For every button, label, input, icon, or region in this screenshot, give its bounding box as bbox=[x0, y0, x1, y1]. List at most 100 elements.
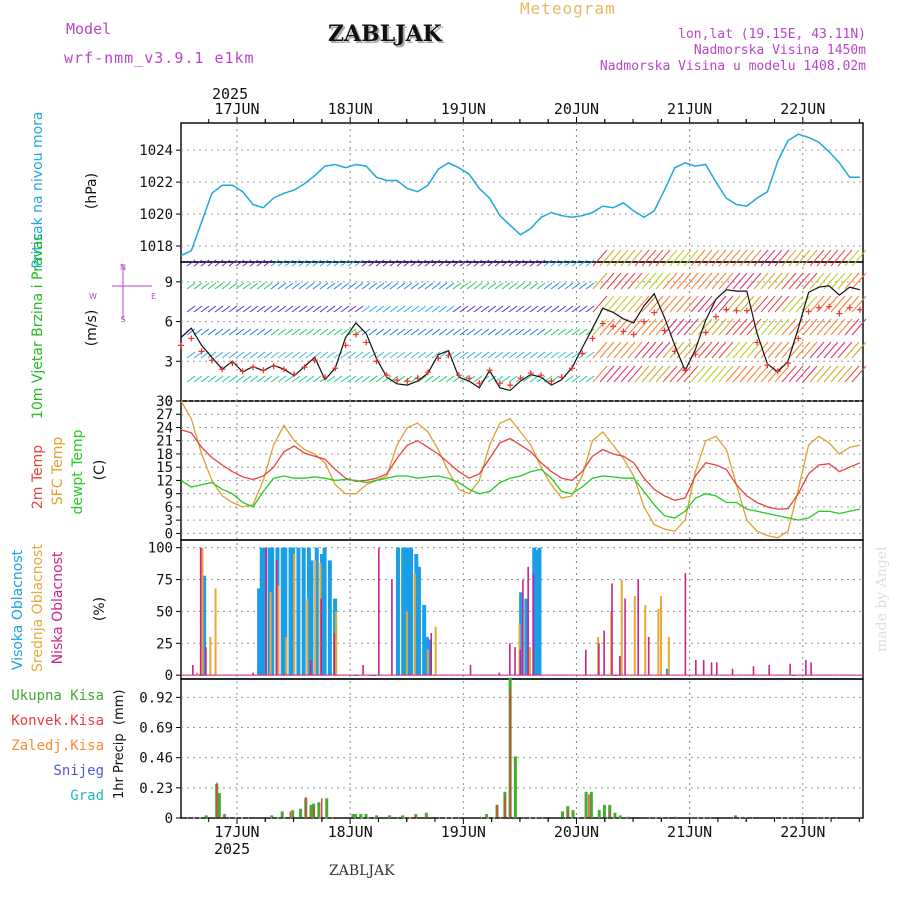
wind-barb bbox=[417, 328, 427, 336]
wind-barb bbox=[452, 282, 462, 290]
total-rain-bar bbox=[571, 810, 575, 818]
wind-barb bbox=[263, 351, 273, 359]
wind-barb bbox=[851, 249, 867, 267]
gust-marker bbox=[712, 313, 719, 320]
wind-barb bbox=[438, 375, 448, 383]
low-cloud-bar bbox=[265, 547, 267, 676]
gust-marker bbox=[682, 367, 689, 374]
wind-barb bbox=[207, 328, 217, 336]
total-rain-bar bbox=[270, 815, 274, 818]
wind-barb bbox=[795, 341, 811, 359]
gust-marker bbox=[188, 335, 195, 342]
wind-barb bbox=[263, 305, 273, 313]
wind-barb bbox=[431, 259, 441, 267]
wind-barb bbox=[529, 305, 539, 313]
wind-barb bbox=[830, 341, 846, 359]
credit-watermark: made by Angel bbox=[874, 546, 890, 652]
wind-barb bbox=[340, 259, 350, 267]
year-label-bottom: 2025 bbox=[214, 840, 250, 858]
low-cloud-bar bbox=[205, 647, 207, 676]
wind-barb bbox=[781, 365, 797, 383]
wind-barb bbox=[599, 341, 615, 359]
y-tick-label: 25 bbox=[156, 636, 173, 652]
wind-barb bbox=[522, 375, 532, 383]
gust-marker bbox=[322, 374, 329, 381]
wind-barb bbox=[739, 249, 755, 267]
wind-barb bbox=[830, 272, 846, 290]
wind-barb bbox=[459, 305, 469, 313]
wind-barb bbox=[249, 305, 259, 313]
total-rain-bar bbox=[364, 814, 368, 818]
wind-barb bbox=[221, 375, 231, 383]
gridlines bbox=[181, 123, 863, 819]
gust-marker bbox=[198, 348, 205, 355]
wind-barb bbox=[452, 351, 462, 359]
wind-barb bbox=[683, 249, 699, 267]
wind-barb bbox=[746, 272, 762, 290]
wind-barb bbox=[767, 295, 783, 313]
gust-marker bbox=[754, 339, 761, 346]
gust-marker bbox=[620, 328, 627, 335]
high-cloud-bar bbox=[270, 547, 275, 676]
wind-barb bbox=[662, 249, 678, 267]
wind-barb bbox=[256, 282, 266, 290]
high-cloud-bar bbox=[416, 566, 421, 676]
y-tick-label: 3 bbox=[165, 513, 173, 529]
gust-marker bbox=[599, 320, 606, 327]
total-rain-bar bbox=[375, 815, 379, 818]
wind-barb bbox=[662, 365, 678, 383]
wind-barb bbox=[564, 282, 574, 290]
high-cloud-bar bbox=[519, 592, 524, 676]
gust-marker bbox=[743, 307, 750, 314]
panel-frame-pressure bbox=[180, 122, 864, 263]
wind-barb bbox=[606, 272, 622, 290]
wind-barb bbox=[725, 272, 741, 290]
wind-barb bbox=[578, 305, 588, 313]
wind-barb bbox=[256, 351, 266, 359]
wind-barb bbox=[697, 272, 713, 290]
wind-barb bbox=[592, 272, 608, 290]
low-cloud-bar bbox=[752, 666, 755, 676]
wind-barb bbox=[641, 272, 657, 290]
wind-barb bbox=[564, 375, 574, 383]
total-rain-bar bbox=[354, 814, 358, 818]
wind-barb bbox=[256, 259, 266, 267]
high-cloud-bar bbox=[409, 547, 414, 676]
wind-barb bbox=[592, 341, 608, 359]
wind-barb bbox=[564, 351, 574, 359]
gust-marker bbox=[568, 365, 575, 372]
wind-barb bbox=[844, 249, 860, 267]
wind-barb bbox=[487, 305, 497, 313]
gust-marker bbox=[764, 362, 771, 369]
wind-barb bbox=[368, 259, 378, 267]
wind-barb bbox=[284, 259, 294, 267]
y-tick-label: 9 bbox=[165, 487, 173, 503]
wind-barb bbox=[459, 351, 469, 359]
wind-barb bbox=[648, 272, 664, 290]
wind-barb bbox=[711, 318, 727, 336]
wind-barb bbox=[319, 328, 329, 336]
wind-barb bbox=[536, 328, 546, 336]
gust-marker bbox=[661, 327, 668, 334]
wind-barb bbox=[214, 328, 224, 336]
wind-barb bbox=[669, 272, 685, 290]
wind-barb bbox=[228, 375, 238, 383]
wind-barb bbox=[704, 249, 720, 267]
wind-barb bbox=[396, 328, 406, 336]
wind-barb bbox=[851, 365, 867, 383]
wind-barb bbox=[207, 351, 217, 359]
wind-barb bbox=[473, 328, 483, 336]
wind-barb bbox=[319, 305, 329, 313]
low-cloud-bar bbox=[647, 636, 650, 676]
wind-barb bbox=[844, 272, 860, 290]
day-label-bottom: 19JUN bbox=[441, 823, 486, 841]
wind-barb bbox=[326, 375, 336, 383]
high-cloud-bar bbox=[202, 575, 207, 676]
wind-barb bbox=[641, 341, 657, 359]
gust-marker bbox=[250, 364, 257, 371]
gust-marker bbox=[589, 335, 596, 342]
sfctemp-axis-label: SFC Temp bbox=[50, 437, 66, 506]
y-tick-label: 0.69 bbox=[139, 721, 173, 737]
station-title-shadow: ZABLJAK bbox=[330, 23, 445, 49]
